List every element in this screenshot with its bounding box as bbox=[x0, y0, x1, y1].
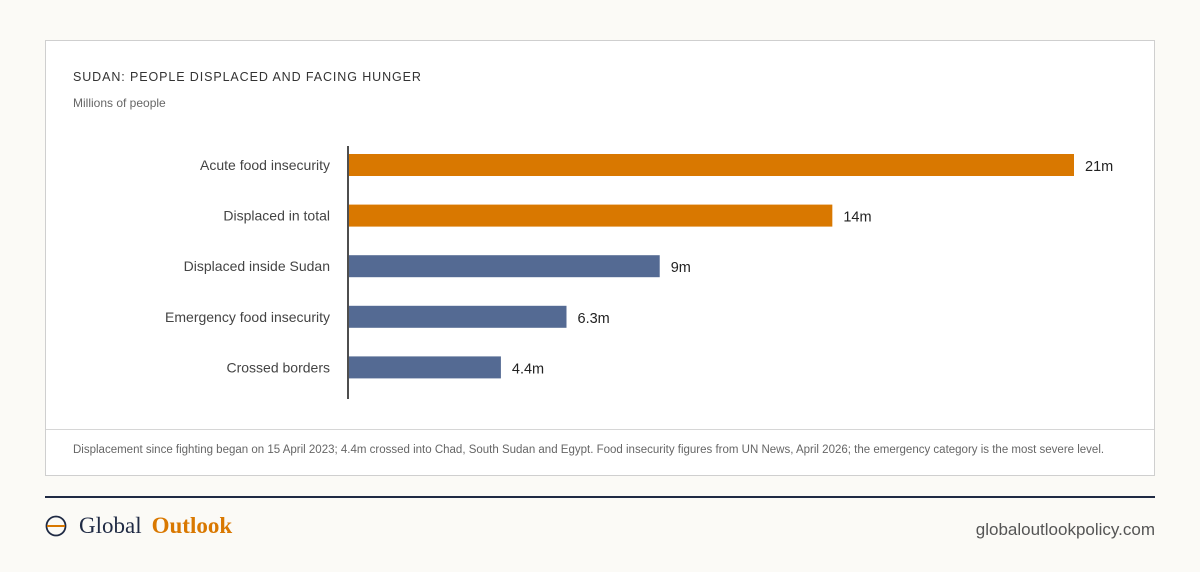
category-label: Acute food insecurity bbox=[200, 157, 330, 173]
bar bbox=[349, 356, 501, 379]
bar-chart: Acute food insecurity 21m Displaced in tot… bbox=[165, 146, 1113, 399]
chart-note: Displacement since fighting began on 15 … bbox=[73, 444, 1105, 456]
globe-icon bbox=[45, 515, 67, 537]
value-label: 21m bbox=[1085, 159, 1113, 175]
category-label: Displaced inside Sudan bbox=[184, 258, 330, 274]
brand-name-global: Global bbox=[79, 513, 142, 538]
category-label: Crossed borders bbox=[227, 359, 331, 375]
category-label: Emergency food insecurity bbox=[165, 309, 330, 325]
brand-logo: Global Outlook bbox=[45, 513, 232, 539]
footer-rule bbox=[45, 496, 1155, 498]
value-label: 9m bbox=[671, 260, 691, 276]
website-link[interactable]: globaloutlookpolicy.com bbox=[975, 520, 1155, 539]
chart-card: SUDAN: PEOPLE DISPLACED AND FACING HUNGE… bbox=[45, 40, 1155, 476]
value-label: 6.3m bbox=[578, 311, 610, 327]
bar bbox=[349, 305, 567, 328]
chart-title: SUDAN: PEOPLE DISPLACED AND FACING HUNGE… bbox=[73, 70, 422, 84]
bar bbox=[349, 255, 660, 278]
value-label: 14m bbox=[843, 210, 871, 226]
note-divider bbox=[46, 429, 1154, 430]
bar bbox=[349, 204, 833, 227]
value-label: 4.4m bbox=[512, 361, 544, 377]
brand-name-outlook: Outlook bbox=[151, 513, 233, 538]
bar bbox=[349, 154, 1074, 176]
category-label: Displaced in total bbox=[223, 208, 330, 224]
chart-subtitle: Millions of people bbox=[73, 96, 166, 110]
